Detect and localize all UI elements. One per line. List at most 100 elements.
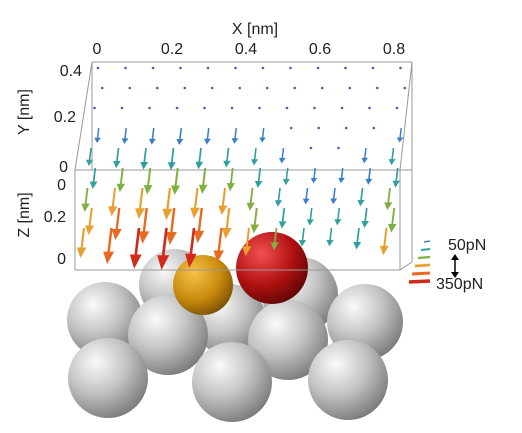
force-arrow-head bbox=[162, 208, 173, 220]
force-dot bbox=[120, 106, 124, 110]
force-arrow-shaft bbox=[134, 227, 141, 257]
force-dot bbox=[403, 86, 407, 90]
force-dot bbox=[313, 106, 316, 110]
force-arrow-head bbox=[334, 219, 342, 226]
force-arrow-shaft bbox=[356, 227, 360, 244]
atoms bbox=[67, 232, 403, 422]
force-arrow-head bbox=[365, 178, 373, 185]
force-arrow-head bbox=[226, 183, 236, 192]
force-arrow-head bbox=[85, 159, 94, 166]
legend-arrow bbox=[417, 255, 431, 260]
force-arrow-head bbox=[218, 205, 228, 216]
force-dot bbox=[175, 106, 179, 110]
force-arrow-shaft bbox=[197, 207, 203, 233]
atom bbox=[192, 342, 272, 422]
force-dot bbox=[128, 86, 132, 90]
force-arrow-shaft bbox=[174, 167, 179, 188]
force-arrow-head bbox=[185, 253, 197, 268]
z-tick-label: 0 bbox=[57, 177, 66, 194]
legend: 50pN 350pN bbox=[408, 237, 486, 293]
z-tick-label: 0.2 bbox=[44, 209, 66, 226]
z-axis-label: Z [nm] bbox=[16, 192, 33, 237]
force-dot bbox=[285, 106, 289, 110]
force-arrow-shaft bbox=[368, 167, 372, 180]
force-arrow-head bbox=[223, 160, 231, 168]
force-arrow-shaft bbox=[309, 207, 313, 221]
force-arrow-head bbox=[94, 137, 101, 143]
y-tick-label: 0 bbox=[59, 159, 68, 176]
force-arrow-head bbox=[396, 137, 404, 143]
legend-arrow bbox=[420, 248, 431, 251]
force-arrow-head bbox=[392, 180, 400, 188]
legend-range bbox=[451, 254, 459, 260]
force-arrow-head bbox=[270, 242, 279, 251]
force-arrow-head bbox=[330, 198, 338, 205]
force-arrow-shaft bbox=[161, 227, 168, 258]
force-dot bbox=[309, 146, 313, 150]
force-arrow-shaft bbox=[170, 147, 175, 164]
legend-arrow bbox=[414, 263, 431, 268]
force-dot bbox=[179, 66, 182, 70]
force-arrow-head bbox=[250, 224, 260, 234]
force-arrow-shaft bbox=[360, 187, 364, 201]
force-arrow-head bbox=[278, 158, 286, 164]
force-arrow-shaft bbox=[229, 167, 234, 185]
force-arrow-shaft bbox=[138, 187, 144, 210]
box-edge bbox=[74, 170, 401, 271]
force-dot bbox=[234, 66, 237, 70]
force-dot bbox=[316, 66, 320, 70]
atom bbox=[68, 338, 148, 418]
force-dot bbox=[337, 146, 340, 150]
force-arrow-shaft bbox=[92, 167, 97, 183]
force-dot bbox=[344, 66, 347, 70]
force-arrow-shaft bbox=[115, 147, 120, 163]
x-tick-label: 0.8 bbox=[383, 41, 405, 58]
x-tick-label: 0 bbox=[93, 41, 102, 58]
force-arrow-shaft bbox=[332, 187, 336, 200]
force-arrow-head bbox=[89, 181, 98, 189]
force-arrow-shaft bbox=[253, 207, 258, 226]
force-dot bbox=[261, 66, 265, 70]
force-arrow-shaft bbox=[111, 187, 117, 208]
force-arrow-shaft bbox=[193, 187, 199, 210]
force-dot bbox=[372, 126, 376, 130]
force-arrow-shaft bbox=[142, 207, 148, 234]
force-arrow-shaft bbox=[387, 187, 391, 204]
atom bbox=[67, 282, 143, 358]
force-arrow-head bbox=[176, 139, 184, 145]
force-arrow-shaft bbox=[364, 207, 368, 223]
force-arrow-head bbox=[195, 161, 204, 170]
force-arrow-head bbox=[259, 137, 266, 143]
force-arrow-head bbox=[278, 221, 287, 229]
force-arrow-head bbox=[135, 208, 145, 220]
y-tick-label: 0.2 bbox=[54, 109, 76, 126]
force-arrow-head bbox=[76, 247, 87, 258]
force-arrow-shaft bbox=[189, 227, 196, 256]
force-arrow-head bbox=[148, 138, 156, 145]
force-arrow-head bbox=[140, 162, 149, 170]
force-arrow-head bbox=[384, 202, 393, 211]
legend-label: 50pN bbox=[448, 237, 486, 254]
force-arrow-shaft bbox=[277, 187, 281, 202]
force-arrow-shaft bbox=[285, 167, 289, 181]
force-arrow-head bbox=[121, 138, 129, 145]
force-arrow-shaft bbox=[166, 187, 172, 211]
force-arrow-shaft bbox=[234, 127, 238, 140]
force-dot bbox=[230, 106, 234, 110]
force-arrow-shaft bbox=[261, 127, 265, 139]
force-arrow-head bbox=[361, 157, 369, 164]
force-arrow-head bbox=[203, 138, 211, 145]
force-dot bbox=[289, 66, 292, 70]
force-arrow-head bbox=[113, 161, 121, 169]
force-arrow-shaft bbox=[245, 227, 251, 248]
force-arrow-head bbox=[111, 228, 122, 241]
force-arrow-shaft bbox=[329, 227, 333, 241]
force-arrow-head bbox=[213, 250, 225, 263]
box-edge bbox=[399, 170, 413, 271]
force-arrow-head bbox=[338, 177, 345, 184]
force-dot bbox=[124, 66, 127, 70]
x-tick-label: 0.6 bbox=[309, 41, 331, 58]
force-dot bbox=[340, 106, 344, 110]
force-arrow-shaft bbox=[337, 207, 341, 221]
atom bbox=[308, 340, 388, 420]
